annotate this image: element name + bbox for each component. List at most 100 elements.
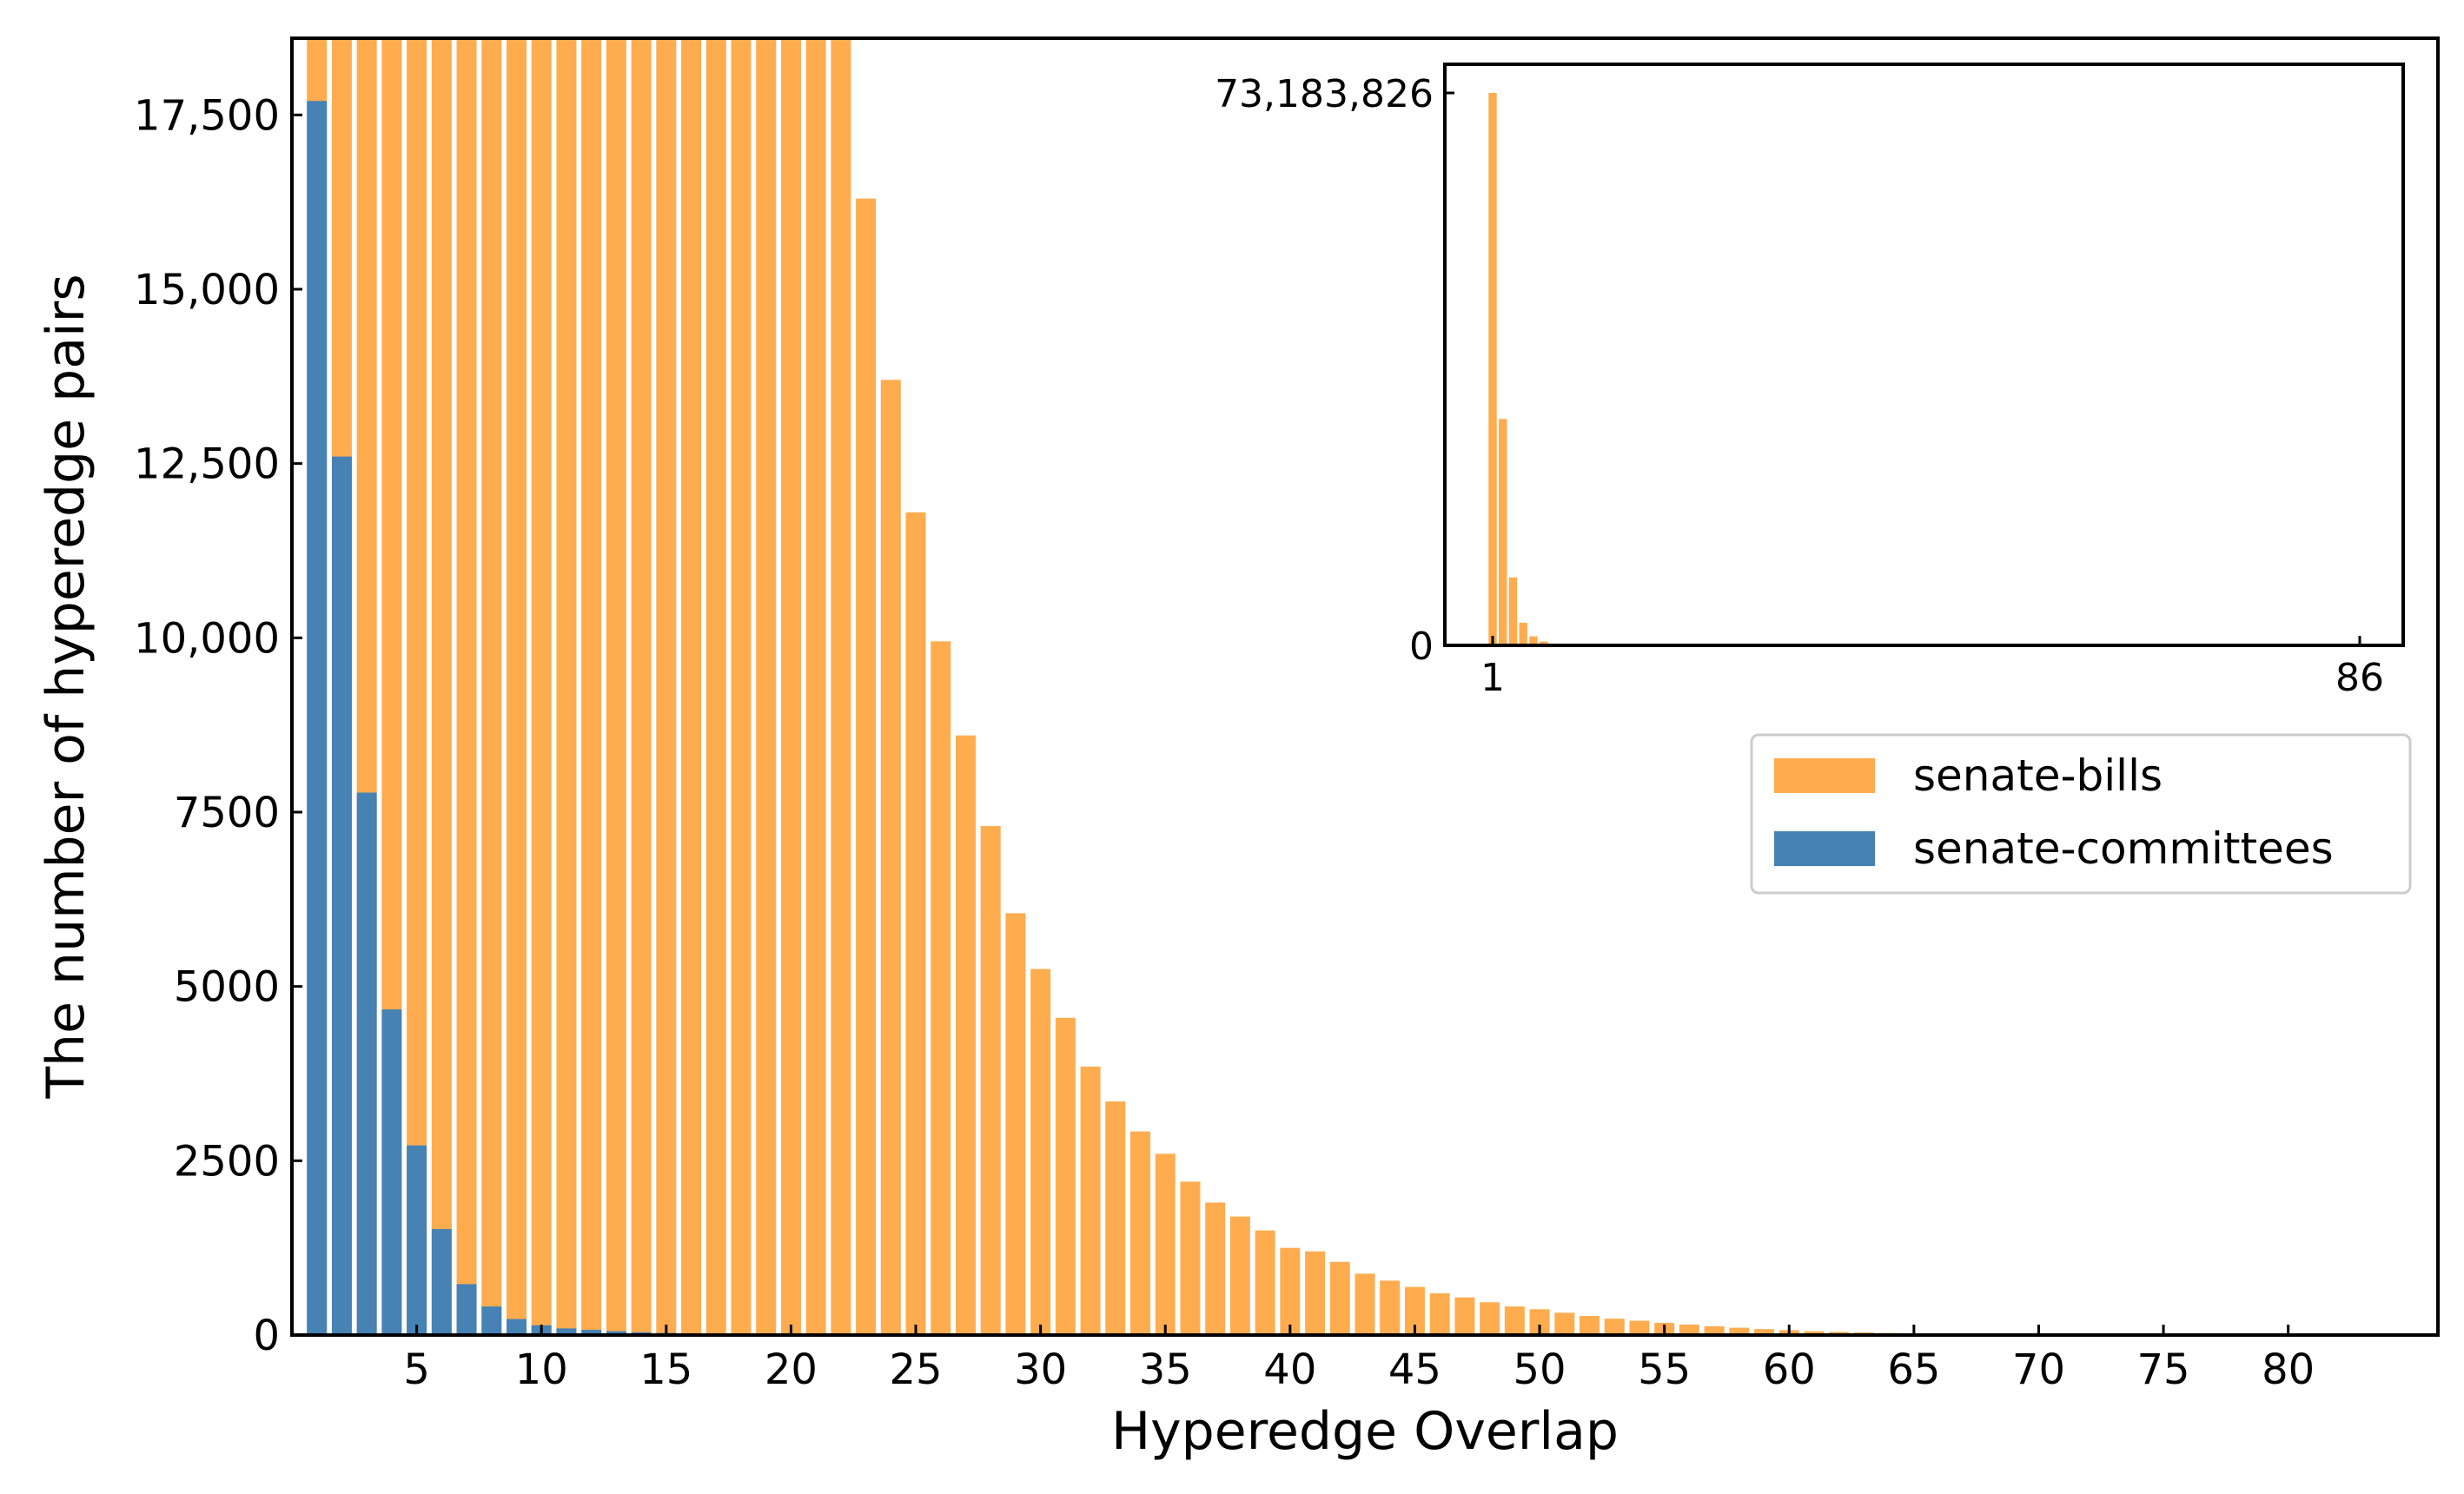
bar-senate-bills-53	[1604, 1319, 1625, 1335]
inset-bar-3	[1508, 577, 1518, 645]
bar-senate-bills-45	[1404, 1286, 1425, 1335]
y-tick-label: 7500	[174, 789, 280, 837]
inset-bar-2	[1499, 419, 1507, 645]
x-tick-label: 55	[1638, 1345, 1691, 1394]
y-tick-label: 17,500	[134, 91, 280, 140]
bar-senate-bills-16	[681, 38, 702, 1335]
y-tick-label: 0	[253, 1312, 280, 1360]
y-axis-title: The number of hyperedge pairs	[36, 274, 96, 1099]
y-tick-label: 12,500	[134, 440, 280, 489]
bar-senate-bills-22	[831, 38, 851, 1335]
bar-senate-bills-50	[1529, 1309, 1550, 1335]
y-axis-ticks: 0 2500 5000 7500 10,000 12,500 15,000 17,500	[134, 91, 302, 1360]
bar-senate-bills-21	[805, 38, 826, 1335]
bar-senate-bills-37	[1205, 1202, 1226, 1335]
x-axis-title: Hyperedge Overlap	[1111, 1401, 1619, 1462]
main-bars	[307, 38, 2374, 1336]
bar-senate-bills-26	[931, 641, 951, 1335]
legend: senate-bills senate-committees	[1750, 733, 2412, 895]
bar-senate-bills-24	[880, 380, 901, 1335]
inset-background	[1445, 64, 2403, 645]
bar-senate-committees-9	[507, 1319, 527, 1335]
y-tick-label: 15,000	[134, 266, 280, 314]
inset-y-tick-label-zero: 0	[1409, 625, 1434, 669]
bar-senate-bills-38	[1229, 1216, 1250, 1335]
bar-senate-bills-14	[631, 38, 652, 1335]
x-tick-label: 20	[765, 1345, 818, 1394]
bar-senate-bills-44	[1380, 1280, 1401, 1335]
bar-senate-bills-11	[556, 38, 577, 1335]
inset-chart: 73,183,826 0 1 86	[1215, 63, 2405, 700]
bar-senate-bills-13	[606, 38, 626, 1335]
bar-senate-committees-3	[356, 792, 377, 1335]
bar-senate-committees-8	[481, 1306, 502, 1335]
bar-senate-bills-47	[1454, 1297, 1475, 1335]
bar-senate-bills-18	[731, 38, 752, 1335]
bar-senate-bills-49	[1504, 1306, 1525, 1335]
x-tick-label: 60	[1763, 1345, 1816, 1394]
x-tick-label: 70	[2012, 1345, 2065, 1394]
x-tick-label: 30	[1014, 1345, 1067, 1394]
legend-frame	[1750, 733, 2412, 895]
bar-senate-bills-61	[1804, 1331, 1825, 1335]
inset-x-tick-label-last: 86	[2335, 656, 2384, 700]
bar-senate-bills-40	[1280, 1247, 1301, 1335]
x-tick-label: 35	[1139, 1345, 1192, 1394]
bar-senate-bills-36	[1180, 1181, 1201, 1335]
legend-label-senate-committees: senate-committees	[1913, 823, 2334, 874]
bar-senate-bills-29	[1005, 913, 1026, 1335]
bar-senate-bills-57	[1704, 1325, 1725, 1335]
bar-senate-bills-27	[955, 735, 976, 1335]
plot-frame	[290, 36, 2440, 1337]
bar-senate-bills-28	[980, 826, 1001, 1335]
bar-senate-bills-58	[1729, 1327, 1750, 1335]
x-tick-label: 80	[2262, 1345, 2315, 1394]
bar-senate-bills-33	[1105, 1101, 1126, 1335]
bar-senate-committees-6	[431, 1228, 452, 1335]
bar-senate-bills-41	[1305, 1251, 1326, 1335]
bar-senate-bills-46	[1429, 1292, 1450, 1335]
bar-senate-committees-12	[581, 1329, 602, 1335]
bar-senate-committees-2	[331, 456, 352, 1335]
inset-bar-4	[1519, 622, 1527, 645]
x-axis-ticks: 5 10 15 20 25 30 35 40 45 50 55 60 65 70 75 80	[403, 1325, 2315, 1394]
bar-senate-bills-12	[581, 38, 602, 1335]
bar-senate-bills-31	[1055, 1017, 1076, 1335]
bar-senate-bills-56	[1679, 1324, 1699, 1335]
bar-senate-bills-15	[656, 38, 677, 1335]
x-tick-label: 45	[1388, 1345, 1441, 1394]
bar-senate-bills-32	[1080, 1066, 1101, 1335]
x-tick-label: 50	[1514, 1345, 1566, 1394]
x-tick-label: 65	[1887, 1345, 1940, 1394]
legend-label-senate-bills: senate-bills	[1913, 750, 2163, 801]
y-tick-label: 2500	[174, 1137, 280, 1186]
bar-senate-committees-11	[556, 1328, 577, 1335]
bar-senate-bills-8	[481, 38, 502, 1335]
bar-senate-bills-39	[1255, 1230, 1275, 1335]
x-tick-label: 10	[515, 1345, 568, 1394]
inset-y-tick-label-top: 73,183,826	[1215, 72, 1434, 116]
x-tick-label: 40	[1263, 1345, 1316, 1394]
bar-senate-bills-42	[1329, 1261, 1350, 1335]
x-tick-label: 25	[889, 1345, 942, 1394]
inset-bar-1	[1488, 93, 1497, 645]
bar-senate-bills-9	[507, 38, 527, 1335]
bar-senate-committees-7	[456, 1284, 477, 1335]
bar-senate-bills-43	[1355, 1273, 1375, 1335]
bar-senate-bills-30	[1030, 968, 1051, 1335]
x-tick-label: 15	[639, 1345, 692, 1394]
bar-senate-bills-7	[456, 38, 477, 1335]
bar-senate-committees-1	[307, 101, 328, 1336]
x-tick-label: 75	[2137, 1345, 2190, 1394]
inset-bar-6	[1540, 641, 1548, 645]
bar-senate-bills-48	[1480, 1302, 1500, 1335]
bar-senate-bills-19	[756, 38, 777, 1335]
y-tick-label: 5000	[174, 963, 280, 1012]
bar-senate-bills-54	[1629, 1320, 1650, 1335]
legend-swatch-senate-bills	[1774, 758, 1875, 793]
bar-senate-bills-52	[1580, 1315, 1600, 1335]
bar-senate-committees-13	[606, 1331, 626, 1335]
bar-senate-bills-6	[431, 38, 452, 1335]
bar-senate-bills-10	[531, 38, 552, 1335]
inset-frame	[1443, 63, 2405, 647]
